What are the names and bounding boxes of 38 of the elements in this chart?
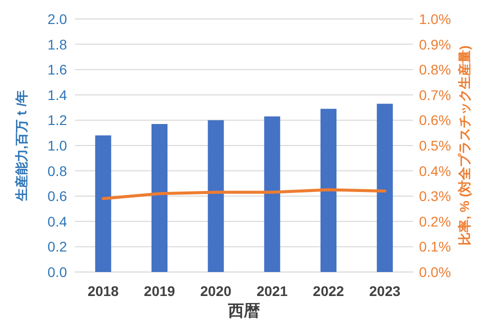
y-tick-label: 1.6 [48, 62, 68, 78]
y-tick-label: 1.2 [48, 112, 68, 128]
y2-tick-label: 0.5% [419, 138, 451, 154]
y-tick-label: 1.0 [48, 138, 68, 154]
bar [320, 108, 336, 272]
x-tick-label: 2023 [369, 283, 401, 299]
y2-tick-label: 0.9% [419, 36, 451, 52]
bar [152, 124, 168, 272]
y-tick-label: 0.0 [48, 264, 68, 280]
y2-tick-label: 0.2% [419, 213, 451, 230]
y2-tick-label: 0.1% [419, 238, 451, 255]
x-tick-label: 2022 [312, 283, 344, 299]
y-tick-label: 0.8 [48, 162, 68, 179]
x-tick-label: 2018 [88, 283, 119, 299]
y-tick-label: 0.4 [48, 213, 68, 230]
x-tick-label: 2021 [256, 283, 288, 299]
bar [264, 116, 280, 272]
y2-tick-label: 0.3% [419, 188, 451, 204]
x-axis-title: 西暦 [227, 302, 260, 320]
y2-axis-title: 比率, % (対全プラスチック生産量) [457, 45, 472, 246]
y-tick-label: 0.6 [48, 188, 68, 204]
y-tick-label: 1.4 [48, 86, 68, 103]
y-tick-label: 0.2 [48, 238, 68, 255]
bar [376, 104, 393, 272]
y2-tick-label: 0.7% [419, 86, 451, 103]
y2-tick-label: 0.6% [419, 112, 451, 128]
line-series [102, 188, 386, 200]
y2-tick-label: 1.0% [419, 11, 451, 27]
y2-tick-label: 0.4% [419, 162, 451, 179]
y-tick-label: 1.8 [48, 36, 68, 52]
x-tick-label: 2020 [200, 283, 232, 299]
bar [95, 135, 112, 272]
y-axis-title: 生産能力,百万ｔ/年 [14, 90, 29, 202]
bar [208, 120, 224, 272]
y2-tick-label: 0.8% [419, 62, 451, 78]
x-tick-label: 2019 [144, 283, 176, 299]
y2-tick-label: 0.0% [419, 264, 451, 280]
y-tick-label: 2.0 [48, 11, 68, 27]
